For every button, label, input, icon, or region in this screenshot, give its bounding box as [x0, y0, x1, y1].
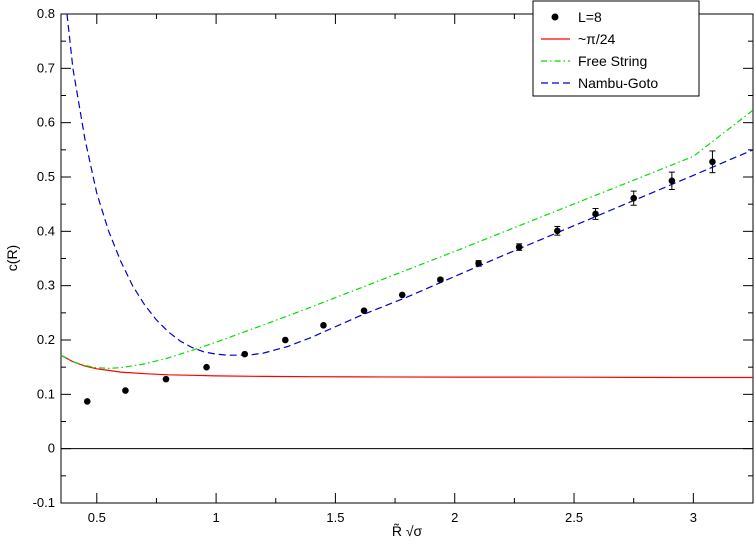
x-tick-label: 2 — [451, 510, 458, 525]
legend-label: L=8 — [578, 9, 602, 25]
legend-label: ~π/24 — [578, 31, 616, 47]
y-tick-label: 0 — [48, 441, 55, 456]
series-layer — [60, 13, 754, 405]
x-axis-title: R̃ √σ — [392, 523, 423, 539]
data-point — [83, 398, 91, 405]
y-tick-label: 0.4 — [37, 223, 55, 238]
x-tick-label: 1.5 — [326, 510, 344, 525]
data-point — [162, 375, 170, 383]
series-line-~π/24 — [60, 354, 753, 379]
data-point — [360, 307, 368, 314]
legend-marker-L=8 — [551, 13, 559, 21]
data-point — [709, 158, 716, 166]
y-tick-label: 0.1 — [37, 386, 55, 401]
data-point — [203, 363, 210, 371]
y-tick-label: -0.1 — [33, 495, 55, 510]
data-point — [398, 291, 406, 299]
y-axis-title: c(R) — [4, 245, 20, 271]
data-point — [437, 276, 444, 283]
x-tick-label: 1 — [212, 510, 219, 525]
data-point — [515, 243, 523, 251]
data-point — [320, 322, 327, 329]
series-line-Free String — [60, 109, 754, 369]
x-tick-label: 0.5 — [88, 510, 106, 525]
y-tick-label: 0.8 — [37, 6, 55, 21]
data-point — [241, 350, 249, 358]
y-tick-label: 0.7 — [37, 60, 55, 75]
y-tick-label: 0.3 — [37, 278, 55, 293]
x-tick-label: 2.5 — [565, 510, 583, 525]
legend-label: Nambu-Goto — [578, 75, 658, 91]
data-point — [668, 177, 676, 185]
data-point — [630, 194, 637, 202]
data-point — [282, 336, 289, 344]
x-tick-label: 3 — [690, 510, 697, 525]
legend-label: Free String — [578, 53, 647, 69]
axis-ticks: 0.5 1 1.5 2 2.5 3 -0.1 0 0.1 0.2 0.3 0.4 0.5 0.6 0.7 0.… — [33, 6, 754, 525]
y-tick-label: 0.5 — [37, 169, 55, 184]
data-point — [122, 387, 129, 394]
data-point — [475, 260, 482, 267]
legend-box — [532, 0, 700, 97]
data-point — [592, 210, 599, 218]
data-point — [554, 227, 561, 235]
legend: L=8 ~π/24 Free String Nambu-Goto — [532, 0, 700, 97]
y-tick-label: 0.2 — [37, 332, 55, 347]
y-tick-label: 0.6 — [37, 115, 55, 130]
